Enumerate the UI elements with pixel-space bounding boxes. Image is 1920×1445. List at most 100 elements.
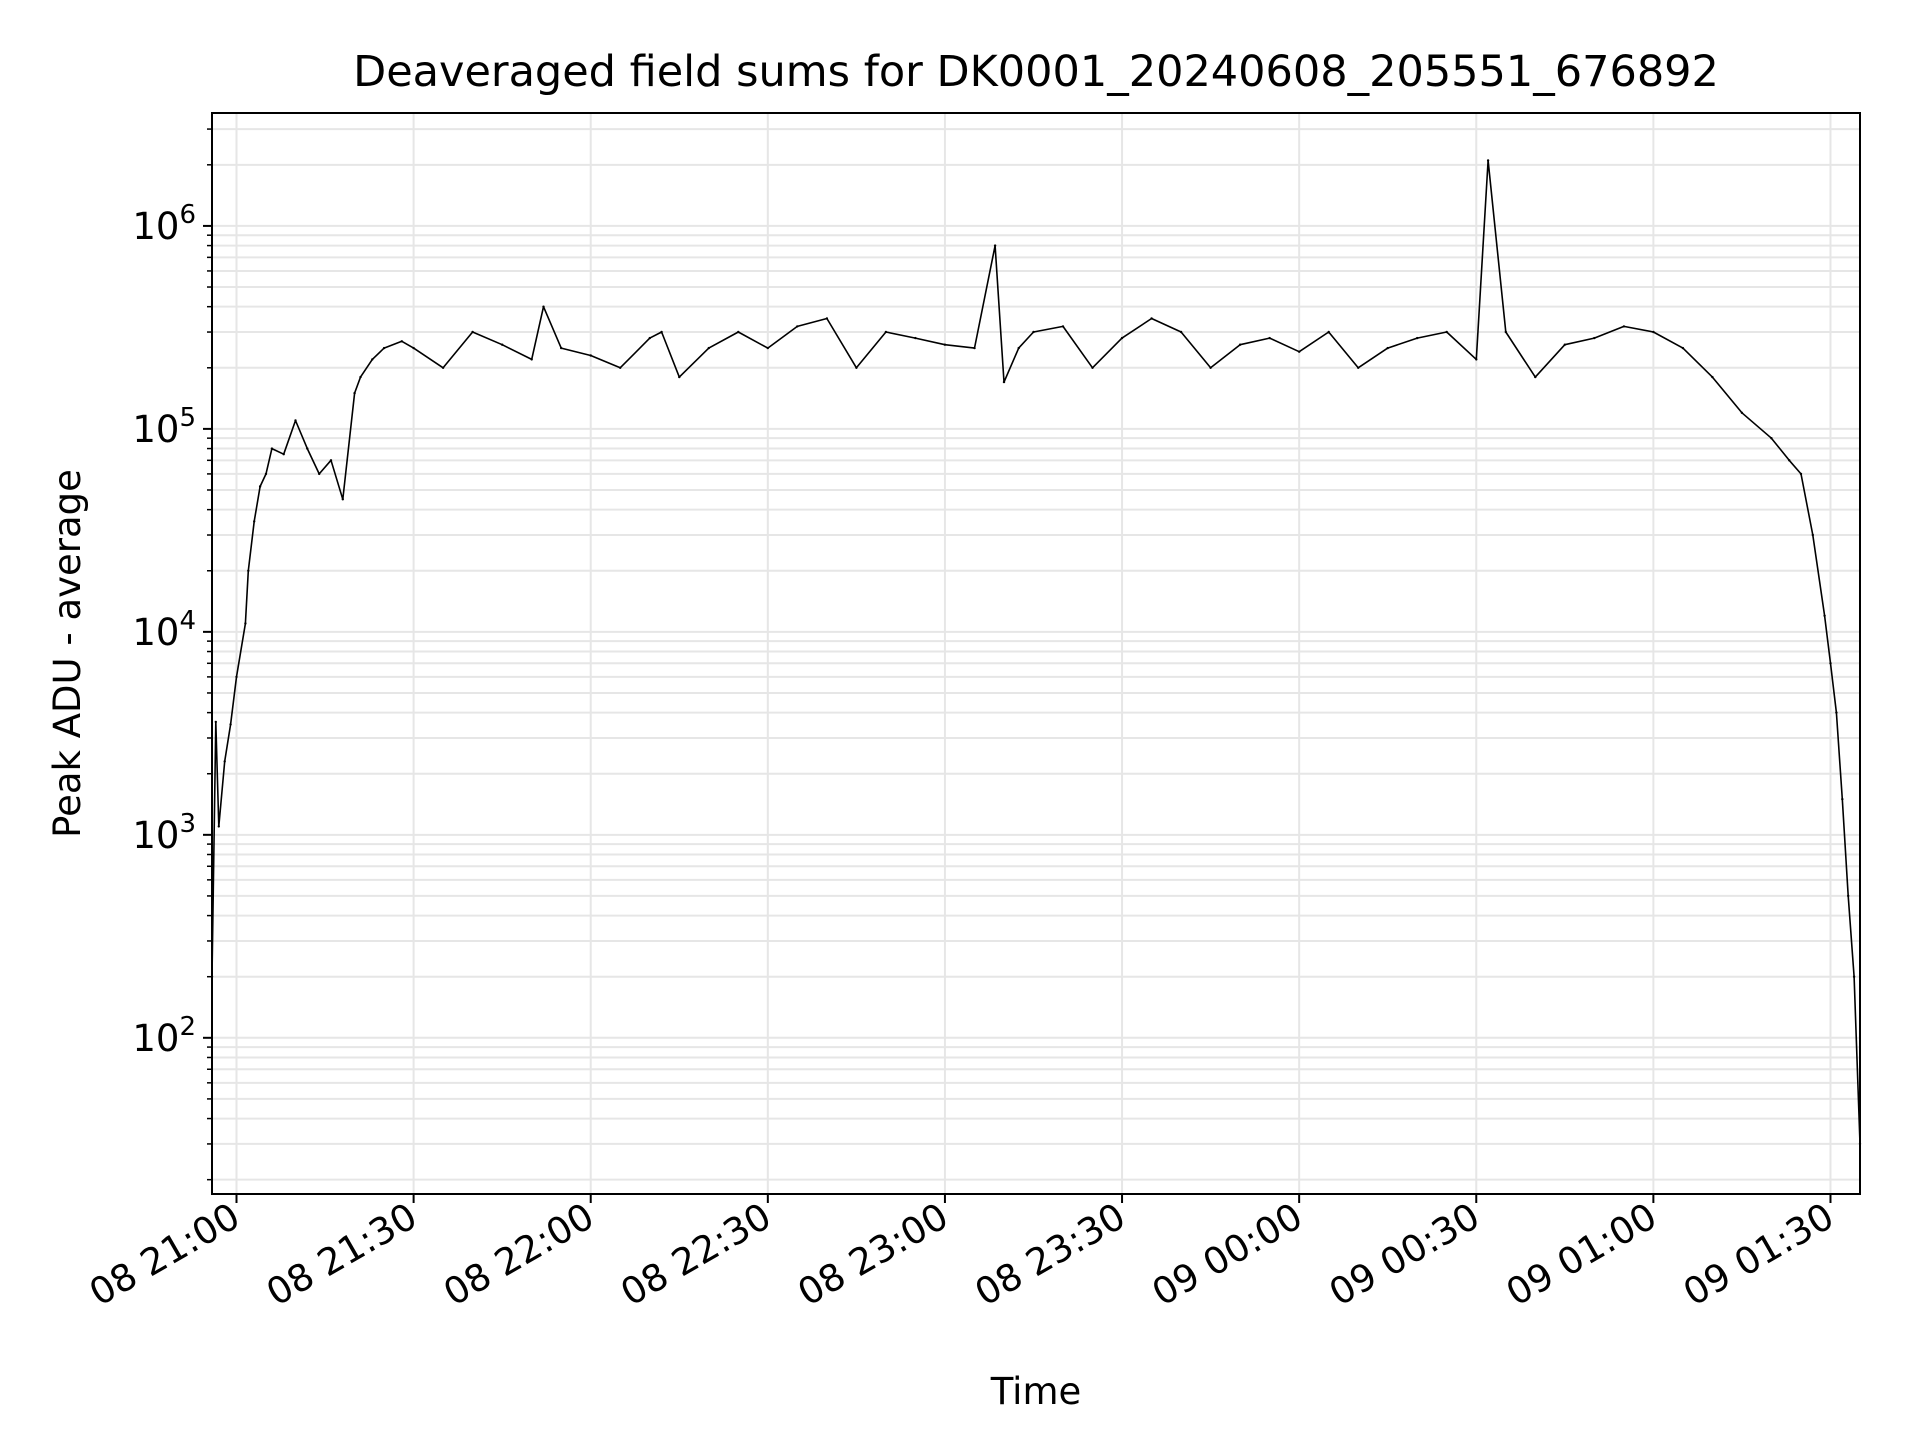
data-point [1534, 375, 1537, 379]
data-point [253, 520, 256, 523]
data-point [1179, 330, 1183, 334]
data-point [382, 346, 386, 350]
data-point [217, 825, 220, 828]
x-tick-label: 08 21:30 [259, 1195, 424, 1315]
data-point [264, 472, 268, 476]
chart-title: Deaveraged field sums for DK0001_2024060… [353, 47, 1719, 97]
y-tick-label-base: 10 [132, 1017, 179, 1060]
data-point [1799, 472, 1803, 476]
data-point [441, 366, 445, 369]
y-tick-label-base: 10 [132, 611, 179, 654]
data-point [796, 325, 799, 328]
plot-frame [211, 112, 1861, 1195]
data-point [1711, 375, 1714, 379]
data-point [530, 358, 533, 361]
data-point [855, 366, 858, 369]
x-tick-label: 09 01:30 [1676, 1195, 1841, 1315]
data-point [1740, 411, 1744, 414]
data-point [1017, 346, 1020, 350]
data-point [1298, 350, 1301, 353]
data-point [542, 305, 545, 308]
data-point [294, 419, 297, 422]
data-point [214, 720, 217, 724]
data-point [943, 343, 947, 346]
y-tick-label-base: 10 [132, 408, 179, 451]
data-point [1486, 159, 1490, 162]
data-point [1416, 336, 1419, 340]
data-point [353, 391, 356, 395]
data-point [914, 336, 917, 340]
data-point [223, 760, 226, 763]
x-tick-label: 08 23:30 [968, 1195, 1133, 1315]
data-point [1386, 346, 1389, 350]
y-axis-label: Peak ADU - average [46, 469, 89, 838]
data-point [1475, 358, 1478, 361]
data-point [1841, 797, 1844, 801]
data-point [1770, 437, 1773, 440]
data-point [1032, 330, 1035, 334]
y-tick-label: 102 [132, 1012, 196, 1060]
y-tick-label-exponent: 4 [179, 606, 196, 636]
data-point [282, 453, 285, 456]
data-point [1357, 366, 1360, 369]
series [210, 159, 1862, 1146]
data-point [1788, 459, 1791, 462]
data-point [1150, 317, 1153, 320]
data-point [1327, 330, 1330, 334]
data-point [1847, 894, 1850, 898]
data-point [247, 569, 250, 572]
x-tick-label: 09 00:00 [1145, 1195, 1310, 1315]
data-point [1823, 614, 1826, 617]
y-tick-label-base: 10 [132, 814, 179, 857]
data-point [1852, 975, 1856, 978]
data-point [766, 346, 769, 350]
data-point [235, 675, 238, 679]
data-point [1268, 336, 1271, 340]
y-tick-label-base: 10 [132, 205, 179, 248]
x-tick-label: 08 23:00 [791, 1195, 956, 1315]
x-tick-label: 09 00:30 [1322, 1195, 1487, 1315]
y-tick-label: 105 [132, 403, 196, 451]
data-point [306, 447, 309, 450]
data-point [1120, 336, 1124, 340]
data-point [1652, 330, 1655, 334]
data-point [318, 472, 321, 476]
data-point [1002, 380, 1006, 384]
data-point [412, 346, 415, 350]
data-point [973, 346, 976, 350]
data-point [660, 330, 663, 334]
data-point [884, 330, 888, 334]
data-point [471, 330, 474, 334]
data-point [678, 375, 681, 379]
data-point [1504, 330, 1508, 334]
data-point [501, 343, 504, 346]
data-point [993, 244, 997, 247]
data-point [1811, 533, 1815, 537]
data-point [1835, 711, 1838, 714]
grid [212, 113, 1860, 1194]
x-axis-label: Time [990, 1370, 1082, 1413]
y-tick-label: 106 [132, 200, 196, 248]
data-point [825, 317, 829, 320]
x-tick-label: 08 22:30 [614, 1195, 779, 1315]
y-tick-label-exponent: 6 [179, 200, 196, 230]
data-point [1829, 662, 1832, 665]
data-point [1563, 343, 1567, 346]
x-tick-label: 08 22:00 [436, 1195, 601, 1315]
y-tick-label-exponent: 3 [179, 809, 196, 839]
data-point [270, 447, 274, 450]
data-point [229, 723, 232, 726]
data-point [1061, 325, 1065, 328]
data-point [258, 485, 262, 488]
data-point [371, 358, 374, 361]
x-tick-label: 08 21:00 [82, 1195, 247, 1315]
data-point [1622, 325, 1626, 328]
data-point [341, 498, 344, 501]
y-tick-label-exponent: 5 [179, 403, 196, 433]
data-point [1238, 343, 1242, 346]
data-point [648, 336, 651, 340]
data-point [359, 375, 362, 379]
y-tick-label: 104 [132, 606, 196, 654]
